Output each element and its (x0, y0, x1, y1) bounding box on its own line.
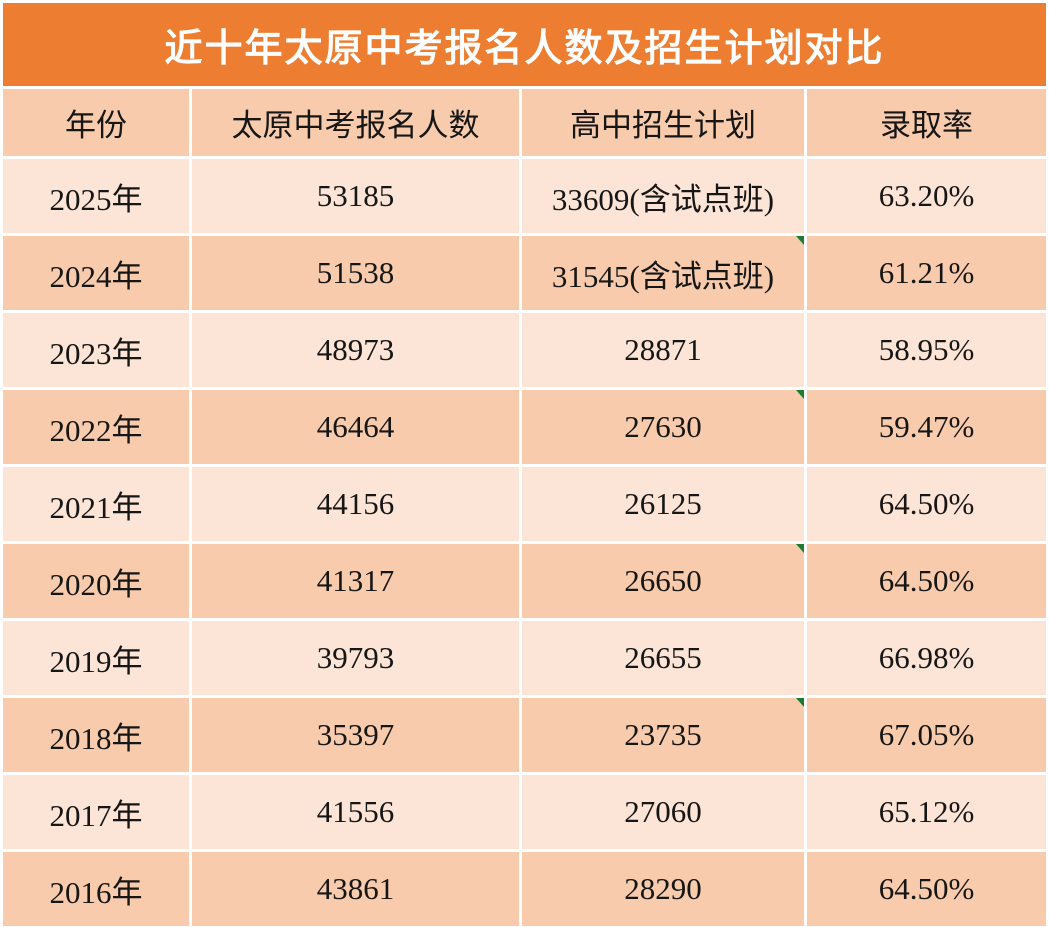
cell-year: 2020年 (3, 544, 189, 618)
cell-plan: 26655 (522, 621, 804, 695)
cell-plan: 28871 (522, 313, 804, 387)
cell-year: 2024年 (3, 236, 189, 310)
cell-applicants: 53185 (192, 159, 519, 233)
cell-applicants: 51538 (192, 236, 519, 310)
note-marker-icon (796, 390, 804, 399)
cell-applicants: 46464 (192, 390, 519, 464)
cell-plan-text: 33609(含试点班) (551, 181, 775, 217)
cell-year: 2019年 (3, 621, 189, 695)
note-marker-icon (796, 544, 804, 553)
cell-plan: 27630 (522, 390, 804, 464)
cell-rate: 64.50% (807, 544, 1046, 618)
column-header-rate: 录取率 (807, 89, 1046, 156)
cell-plan: 28290 (522, 852, 804, 926)
data-table: 年份 太原中考报名人数 高中招生计划 录取率 2025年 53185 33609… (3, 89, 1046, 926)
cell-applicants: 41317 (192, 544, 519, 618)
cell-plan: 23735 (522, 698, 804, 772)
cell-rate: 61.21% (807, 236, 1046, 310)
cell-plan: 26125 (522, 467, 804, 541)
cell-plan-text: 31545(含试点班) (551, 258, 775, 294)
cell-applicants: 44156 (192, 467, 519, 541)
cell-year: 2025年 (3, 159, 189, 233)
cell-plan-text: 27630 (624, 409, 702, 444)
note-marker-icon (796, 236, 804, 245)
cell-year: 2018年 (3, 698, 189, 772)
cell-rate: 66.98% (807, 621, 1046, 695)
cell-rate: 63.20% (807, 159, 1046, 233)
cell-rate: 64.50% (807, 852, 1046, 926)
cell-year: 2021年 (3, 467, 189, 541)
cell-plan: 33609(含试点班) (522, 159, 804, 233)
cell-applicants: 35397 (192, 698, 519, 772)
cell-plan-text: 28290 (624, 871, 702, 906)
cell-applicants: 41556 (192, 775, 519, 849)
cell-rate: 58.95% (807, 313, 1046, 387)
cell-rate: 65.12% (807, 775, 1046, 849)
cell-plan: 31545(含试点班) (522, 236, 804, 310)
cell-plan-text: 28871 (624, 332, 702, 367)
cell-plan: 27060 (522, 775, 804, 849)
cell-applicants: 39793 (192, 621, 519, 695)
column-header-plan: 高中招生计划 (522, 89, 804, 156)
cell-plan-text: 23735 (624, 717, 702, 752)
cell-plan-text: 26125 (624, 486, 702, 521)
cell-plan-text: 26650 (624, 563, 702, 598)
cell-plan: 26650 (522, 544, 804, 618)
cell-applicants: 43861 (192, 852, 519, 926)
cell-year: 2022年 (3, 390, 189, 464)
cell-plan-text: 26655 (624, 640, 702, 675)
cell-plan-text: 27060 (624, 794, 702, 829)
page-title: 近十年太原中考报名人数及招生计划对比 (3, 3, 1046, 86)
cell-rate: 67.05% (807, 698, 1046, 772)
column-header-applicants: 太原中考报名人数 (192, 89, 519, 156)
cell-applicants: 48973 (192, 313, 519, 387)
cell-rate: 59.47% (807, 390, 1046, 464)
note-marker-icon (796, 698, 804, 707)
cell-year: 2016年 (3, 852, 189, 926)
cell-rate: 64.50% (807, 467, 1046, 541)
cell-year: 2023年 (3, 313, 189, 387)
column-header-year: 年份 (3, 89, 189, 156)
cell-year: 2017年 (3, 775, 189, 849)
